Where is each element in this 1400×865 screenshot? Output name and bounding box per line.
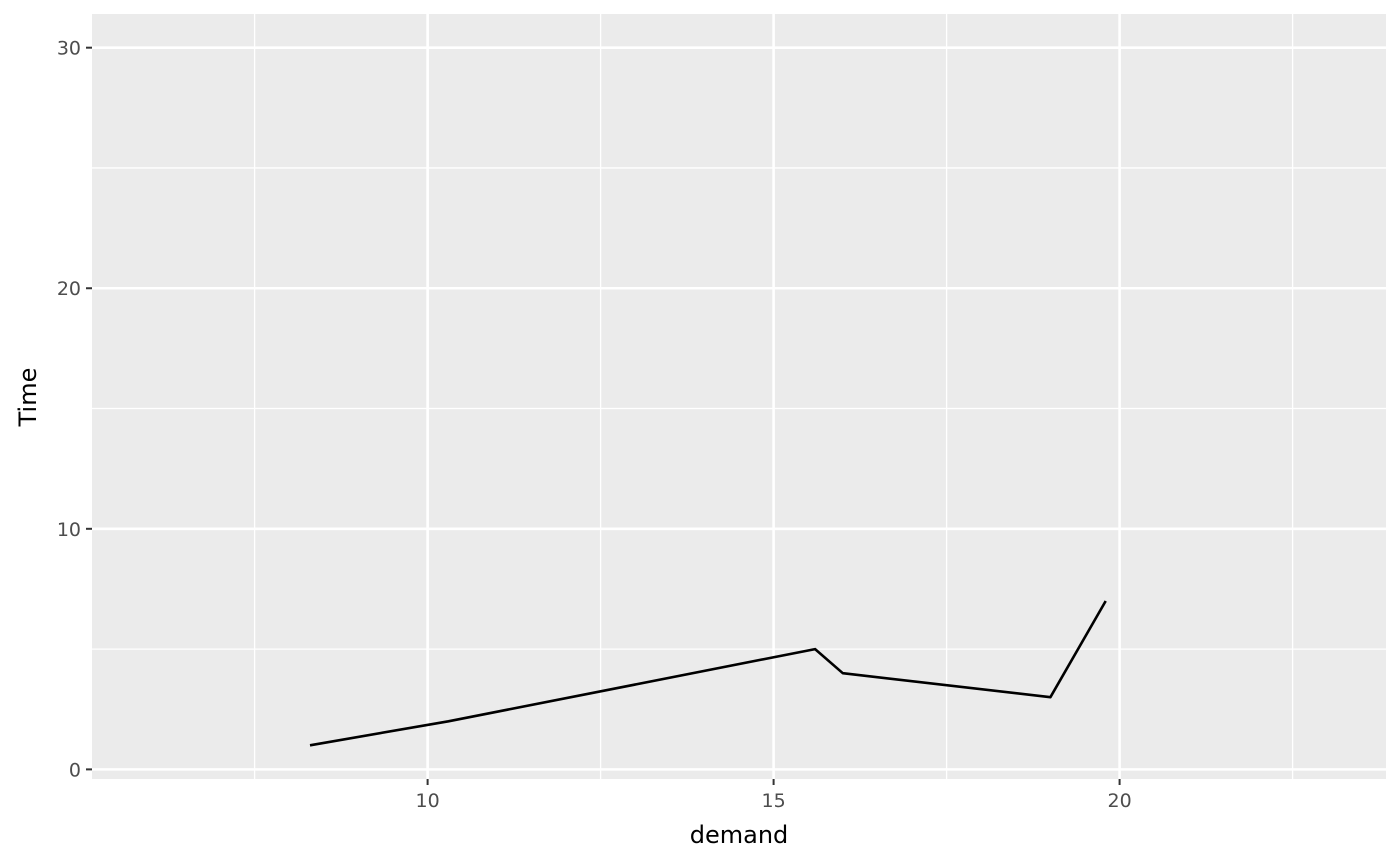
tick-labels: 10 15 20 0 10 20 30 [57,38,1132,812]
x-tick-label: 10 [416,790,440,812]
major-gridlines [92,14,1386,779]
y-tick-label: 10 [57,519,81,541]
axis-ticks [86,46,1121,785]
series-line [309,600,1107,747]
minor-gridlines [92,14,1386,779]
x-axis-title: demand [690,821,789,849]
x-tick-label: 20 [1107,790,1131,812]
plot-panel [92,14,1386,779]
y-tick-label: 20 [57,278,81,300]
y-axis-title: Time [14,368,42,428]
x-tick-label: 15 [762,790,786,812]
y-tick-label: 30 [57,38,81,60]
y-tick-label: 0 [69,759,81,781]
